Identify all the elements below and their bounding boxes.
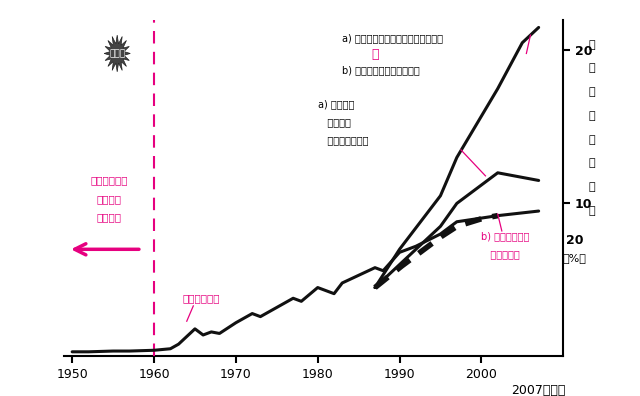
Text: 糖尿病患者は: 糖尿病患者は xyxy=(90,175,128,185)
Text: 尿: 尿 xyxy=(589,63,595,73)
Text: b) 糖尿病が強く: b) 糖尿病が強く xyxy=(481,231,530,241)
Text: 可能性を: 可能性を xyxy=(317,117,351,127)
Text: 注目！: 注目！ xyxy=(109,49,125,58)
Text: 疑われる人: 疑われる人 xyxy=(481,249,520,259)
Text: いない！: いない！ xyxy=(97,212,122,222)
Text: 糖尿病有病率: 糖尿病有病率 xyxy=(182,293,220,303)
Text: b) 糖尿病が強く疑われる人: b) 糖尿病が強く疑われる人 xyxy=(342,65,420,75)
Text: 糖: 糖 xyxy=(589,40,595,50)
Polygon shape xyxy=(104,35,131,72)
Text: 率: 率 xyxy=(589,206,595,216)
Text: 推: 推 xyxy=(589,111,595,121)
Text: 定: 定 xyxy=(589,135,595,145)
Text: （%）: （%） xyxy=(563,253,587,263)
Text: 2007（年）: 2007（年） xyxy=(511,384,566,396)
Text: ほとんど: ほとんど xyxy=(97,194,122,204)
Text: 否定できない人: 否定できない人 xyxy=(317,136,368,146)
Text: 20: 20 xyxy=(566,234,584,247)
Text: 病: 病 xyxy=(589,182,595,192)
Text: 病: 病 xyxy=(589,87,595,97)
Text: a) 糖尿病の: a) 糖尿病の xyxy=(317,99,354,109)
Text: a) 糖尿病の可能性を否定できない人: a) 糖尿病の可能性を否定できない人 xyxy=(342,33,444,43)
Text: 有: 有 xyxy=(589,158,595,168)
Text: ＋: ＋ xyxy=(371,48,378,61)
